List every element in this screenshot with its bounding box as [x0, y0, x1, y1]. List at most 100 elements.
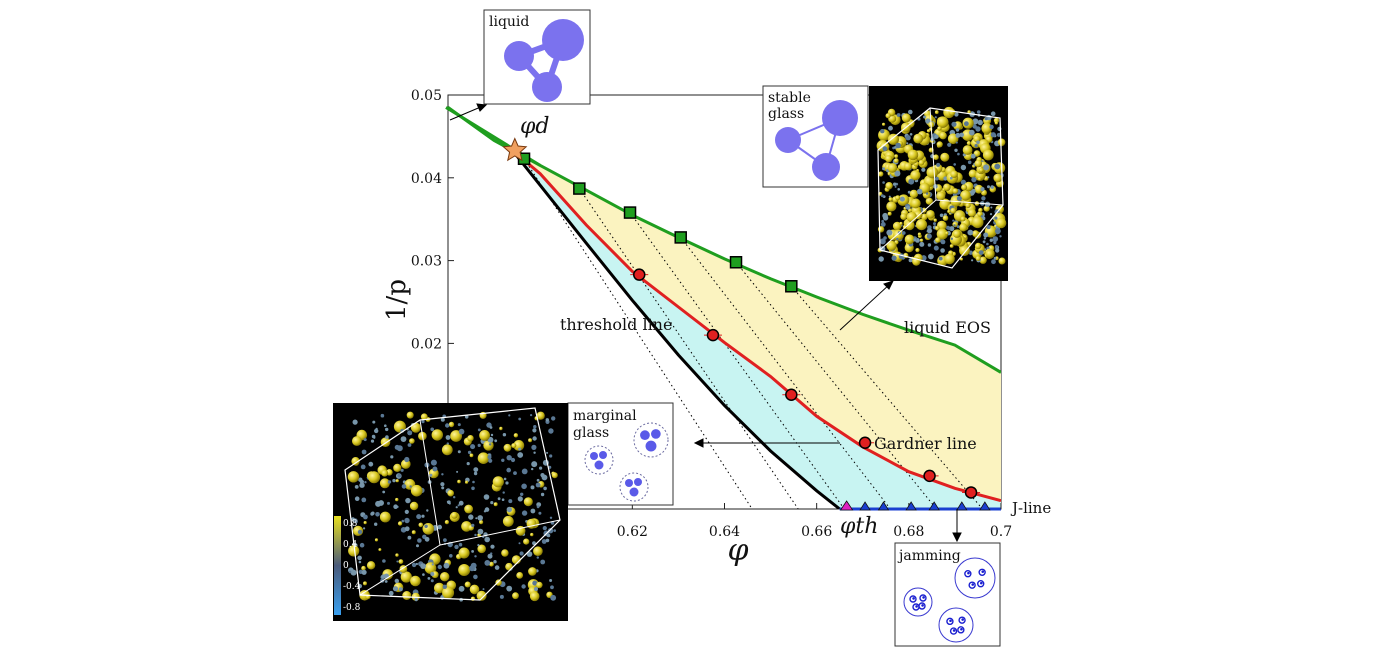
inset-liquid-label: liquid: [489, 14, 529, 30]
inset-marginal-glass: marginal glass: [567, 402, 674, 506]
marginal-particle: [645, 440, 657, 452]
render-sphere: [997, 138, 1006, 147]
render-sphere: [489, 426, 493, 429]
render-sphere: [393, 504, 398, 510]
render-sphere: [430, 459, 437, 466]
render-sphere: [995, 217, 1007, 229]
render-sphere: [962, 145, 973, 155]
jamming-particle: [922, 596, 925, 599]
marginal-particle: [594, 460, 604, 470]
render-sphere: [934, 116, 937, 119]
render-sphere: [363, 527, 366, 530]
render-sphere: [477, 452, 490, 465]
render-sphere: [536, 478, 540, 482]
render-sphere: [387, 501, 390, 505]
render-sphere: [476, 590, 487, 601]
render-sphere: [993, 256, 997, 260]
stable-particle: [775, 127, 801, 153]
render-sphere: [395, 497, 399, 502]
render-sphere: [533, 425, 537, 429]
render-sphere: [551, 472, 558, 479]
render-sphere: [467, 435, 474, 442]
render-sphere: [925, 192, 929, 195]
render-sphere: [948, 227, 951, 231]
render-sphere: [501, 549, 509, 557]
y-tick-label: 0.04: [411, 171, 442, 187]
jamming-particle-ring: [978, 568, 986, 576]
render-sphere: [404, 526, 410, 532]
render-sphere: [456, 470, 459, 473]
render-sphere: [470, 444, 476, 450]
render-sphere: [994, 245, 999, 249]
render-sphere: [392, 478, 396, 483]
render-sphere: [347, 471, 360, 483]
render-sphere: [999, 235, 1002, 238]
render-sphere: [919, 241, 925, 247]
gardner-circle-point: [632, 268, 646, 281]
annotation-phi-d: φd: [520, 114, 550, 139]
render-sphere: [998, 257, 1006, 265]
render-sphere: [441, 444, 453, 456]
render-sphere: [978, 250, 984, 256]
render-sphere: [885, 113, 891, 119]
render-sphere: [954, 148, 958, 152]
render-sphere: [975, 242, 982, 250]
render-sphere: [937, 126, 942, 131]
render-sphere: [458, 585, 465, 592]
render-sphere: [945, 231, 949, 235]
render-sphere: [477, 528, 484, 535]
annotation-j-line: J-line: [1010, 499, 1051, 517]
render-sphere: [882, 181, 885, 184]
render-sphere: [490, 544, 495, 549]
jamming-particle: [915, 605, 918, 608]
render-sphere: [882, 212, 888, 219]
render-sphere: [508, 414, 511, 417]
render-sphere: [351, 457, 360, 466]
render-sphere: [971, 190, 975, 195]
render-sphere: [483, 494, 490, 500]
render-sphere: [378, 548, 382, 552]
jamming-particle-ring: [946, 617, 954, 626]
gardner-circle-point: [785, 388, 798, 401]
inset-arrows: [449, 103, 962, 543]
render-sphere: [426, 509, 429, 512]
render-sphere: [406, 411, 414, 419]
gardner-circle-point: [964, 486, 978, 499]
render-sphere: [551, 416, 556, 421]
render-sphere: [983, 205, 990, 212]
render-sphere: [967, 160, 972, 165]
render-sphere: [908, 258, 913, 263]
render-sphere: [407, 430, 413, 436]
render-sphere: [518, 542, 521, 545]
render-sphere: [483, 440, 494, 451]
render-sphere: [503, 443, 512, 452]
jamming-particle: [949, 619, 952, 623]
render-sphere: [882, 146, 888, 152]
render-sphere: [951, 121, 957, 127]
render-sphere: [888, 125, 893, 131]
render-sphere: [348, 545, 360, 557]
compression-dotted-line: [680, 237, 891, 509]
render-sphere: [888, 197, 893, 202]
render-sphere: [926, 210, 935, 219]
render-sphere: [450, 430, 462, 442]
render-sphere: [400, 571, 412, 583]
jamming-cage: [903, 587, 933, 617]
render-sphere: [904, 234, 915, 245]
render-sphere: [920, 213, 928, 221]
render-sphere: [477, 428, 481, 432]
render-sphere: [363, 438, 367, 442]
render-sphere: [989, 213, 993, 216]
render-sphere: [909, 189, 919, 199]
render-sphere: [934, 110, 939, 115]
render-sphere: [933, 154, 939, 160]
render-sphere: [906, 211, 917, 223]
render-sphere: [506, 455, 512, 461]
render-sphere: [364, 481, 367, 484]
render-sphere: [908, 178, 915, 185]
render-sphere: [938, 256, 943, 261]
render-sphere: [410, 484, 423, 497]
render-sphere: [952, 229, 961, 238]
jamming-particle-ring: [919, 594, 927, 602]
render-sphere: [878, 256, 884, 262]
